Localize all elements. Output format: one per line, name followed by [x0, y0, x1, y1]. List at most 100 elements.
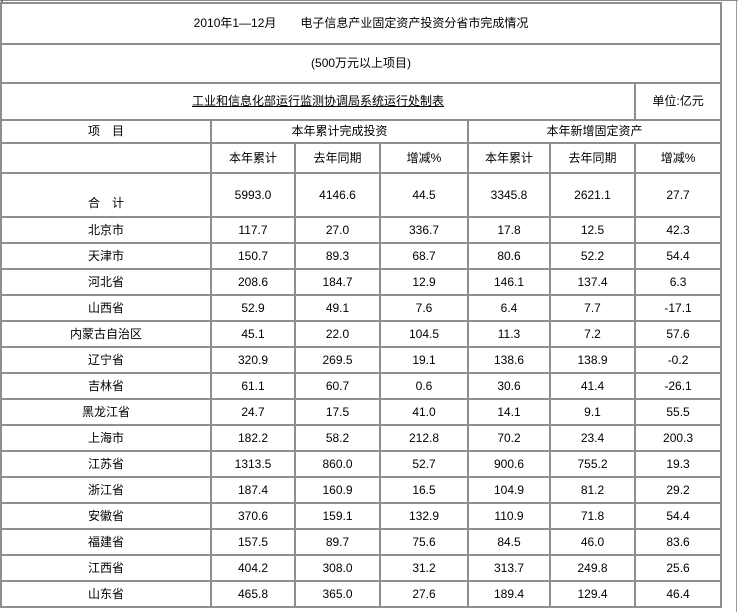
cell-value: 6.4 — [467, 294, 551, 322]
report-table: 2010年1—12月 电子信息产业固定资产投资分省市完成情况 (500万元以上项… — [0, 2, 723, 608]
cell-value: 12.9 — [379, 268, 469, 296]
cell-value: 160.9 — [294, 476, 381, 504]
cell-value: 54.4 — [633, 502, 723, 530]
cell-value: 320.9 — [210, 346, 296, 374]
cell-value: 1313.5 — [210, 450, 296, 478]
cell-value: 138.6 — [467, 346, 551, 374]
cell-value: 84.5 — [467, 528, 551, 556]
report-subtitle: (500万元以上项目) — [0, 43, 723, 84]
cell-value: 52.7 — [379, 450, 469, 478]
cell-value: 44.5 — [379, 172, 469, 218]
cell-value: 24.7 — [210, 398, 296, 426]
province-row: 黑龙江省 24.7 17.5 41.0 14.1 9.1 55.5 — [0, 398, 723, 426]
cell-value: 5993.0 — [210, 172, 296, 218]
cell-value: 129.4 — [549, 580, 636, 608]
cell-value: 41.4 — [549, 372, 636, 400]
cell-value: -17.1 — [633, 294, 723, 322]
cell-value: 27.0 — [294, 216, 381, 244]
group-header-row: 项 目 本年累计完成投资 本年新增固定资产 — [0, 119, 723, 144]
cell-value: 755.2 — [549, 450, 636, 478]
cell-value: -0.2 — [633, 346, 723, 374]
sub-header-ytd-1: 本年累计 — [210, 142, 296, 174]
row-label: 北京市 — [0, 216, 212, 244]
cell-value: 404.2 — [210, 554, 296, 582]
cell-value: 17.8 — [467, 216, 551, 244]
row-label: 山西省 — [0, 294, 212, 322]
item-column-header: 项 目 — [0, 119, 212, 144]
cell-value: 29.2 — [633, 476, 723, 504]
province-row: 安徽省 370.6 159.1 132.9 110.9 71.8 54.4 — [0, 502, 723, 530]
cell-value: 54.4 — [633, 242, 723, 270]
cell-value: 465.8 — [210, 580, 296, 608]
group-header-new-fixed-assets: 本年新增固定资产 — [466, 119, 723, 144]
cell-value: 150.7 — [210, 242, 296, 270]
cell-value: 41.0 — [379, 398, 469, 426]
row-label: 黑龙江省 — [0, 398, 212, 426]
cell-value: 104.9 — [467, 476, 551, 504]
cell-value: 308.0 — [294, 554, 381, 582]
unit-label: 单位:亿元 — [633, 82, 723, 121]
cell-value: 83.6 — [633, 528, 723, 556]
row-label: 河北省 — [0, 268, 212, 296]
cell-value: 138.9 — [549, 346, 636, 374]
cell-value: 249.8 — [549, 554, 636, 582]
cell-value: 27.7 — [633, 172, 723, 218]
sub-header-ytd-2: 本年累计 — [467, 142, 551, 174]
sub-header-change-2: 增减% — [633, 142, 723, 174]
cell-value: 89.3 — [294, 242, 381, 270]
cell-value: 14.1 — [467, 398, 551, 426]
row-label: 安徽省 — [0, 502, 212, 530]
province-row: 河北省 208.6 184.7 12.9 146.1 137.4 6.3 — [0, 268, 723, 296]
cell-value: 30.6 — [467, 372, 551, 400]
cell-value: 46.0 — [549, 528, 636, 556]
cell-value: 336.7 — [379, 216, 469, 244]
cell-value: 27.6 — [379, 580, 469, 608]
report-title: 2010年1—12月 电子信息产业固定资产投资分省市完成情况 — [0, 2, 723, 45]
cell-value: 212.8 — [379, 424, 469, 452]
subtitle-row: (500万元以上项目) — [0, 43, 723, 84]
sub-header-empty — [0, 142, 212, 174]
source-row: 工业和信息化部运行监测协调局系统运行处制表 单位:亿元 — [0, 82, 723, 121]
cell-value: 49.1 — [294, 294, 381, 322]
top-edge-line — [0, 0, 738, 1]
row-label: 吉林省 — [0, 372, 212, 400]
province-row: 江苏省 1313.5 860.0 52.7 900.6 755.2 19.3 — [0, 450, 723, 478]
cell-value: 70.2 — [467, 424, 551, 452]
cell-value: 25.6 — [633, 554, 723, 582]
row-label: 天津市 — [0, 242, 212, 270]
top-left-tick — [1, 0, 3, 4]
cell-value: 23.4 — [549, 424, 636, 452]
cell-value: 182.2 — [210, 424, 296, 452]
row-label: 江苏省 — [0, 450, 212, 478]
row-label: 福建省 — [0, 528, 212, 556]
cell-value: 55.5 — [633, 398, 723, 426]
cell-value: 146.1 — [467, 268, 551, 296]
cell-value: 80.6 — [467, 242, 551, 270]
row-label: 合 计 — [0, 172, 212, 218]
cell-value: 52.2 — [549, 242, 636, 270]
cell-value: 7.6 — [379, 294, 469, 322]
cell-value: -26.1 — [633, 372, 723, 400]
sub-header-row: 本年累计 去年同期 增减% 本年累计 去年同期 增减% — [0, 142, 723, 174]
province-row: 北京市 117.7 27.0 336.7 17.8 12.5 42.3 — [0, 216, 723, 244]
cell-value: 187.4 — [210, 476, 296, 504]
cell-value: 200.3 — [633, 424, 723, 452]
cell-value: 19.1 — [379, 346, 469, 374]
cell-value: 68.7 — [379, 242, 469, 270]
cell-value: 7.2 — [549, 320, 636, 348]
cell-value: 22.0 — [294, 320, 381, 348]
group-header-completed-investment: 本年累计完成投资 — [210, 119, 469, 144]
cell-value: 370.6 — [210, 502, 296, 530]
province-row: 山西省 52.9 49.1 7.6 6.4 7.7 -17.1 — [0, 294, 723, 322]
cell-value: 4146.6 — [294, 172, 381, 218]
cell-value: 159.1 — [294, 502, 381, 530]
cell-value: 16.5 — [379, 476, 469, 504]
cell-value: 81.2 — [549, 476, 636, 504]
sub-header-change-1: 增减% — [379, 142, 469, 174]
province-row: 天津市 150.7 89.3 68.7 80.6 52.2 54.4 — [0, 242, 723, 270]
cell-value: 6.3 — [633, 268, 723, 296]
province-row: 吉林省 61.1 60.7 0.6 30.6 41.4 -26.1 — [0, 372, 723, 400]
cell-value: 860.0 — [294, 450, 381, 478]
cell-value: 17.5 — [294, 398, 381, 426]
cell-value: 157.5 — [210, 528, 296, 556]
